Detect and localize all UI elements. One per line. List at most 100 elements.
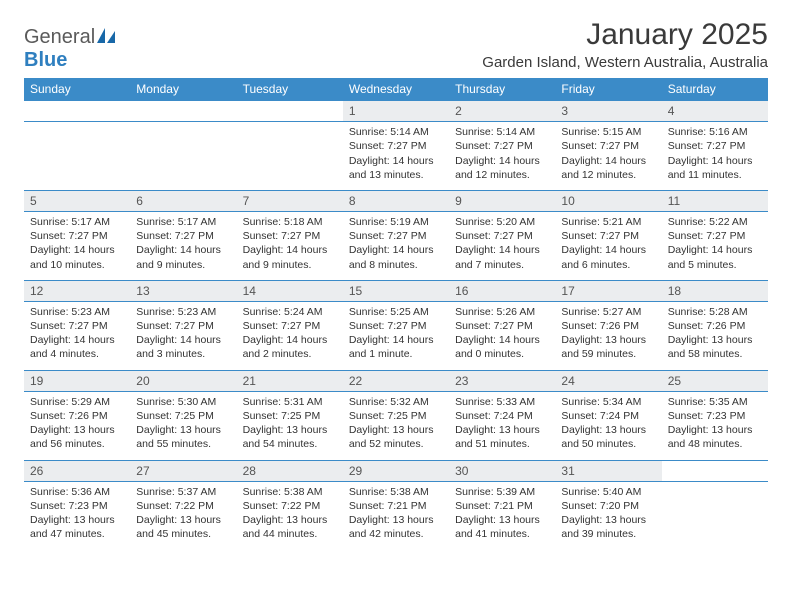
sunrise-line: Sunrise: 5:29 AM: [30, 395, 124, 409]
day-number-cell: [24, 101, 130, 122]
sunrise-line: Sunrise: 5:15 AM: [561, 125, 655, 139]
sunrise-line: Sunrise: 5:34 AM: [561, 395, 655, 409]
day-number-cell: [237, 101, 343, 122]
calendar-body: 1234Sunrise: 5:14 AMSunset: 7:27 PMDayli…: [24, 101, 768, 550]
sunset-line: Sunset: 7:27 PM: [243, 319, 337, 333]
day-number-cell: 9: [449, 190, 555, 211]
daylight-line: Daylight: 13 hours and 47 minutes.: [30, 513, 124, 541]
sunset-line: Sunset: 7:27 PM: [561, 229, 655, 243]
sunset-line: Sunset: 7:22 PM: [243, 499, 337, 513]
day-info-cell: Sunrise: 5:26 AMSunset: 7:27 PMDaylight:…: [449, 301, 555, 370]
day-header: Tuesday: [237, 78, 343, 101]
day-info-cell: Sunrise: 5:31 AMSunset: 7:25 PMDaylight:…: [237, 391, 343, 460]
day-number-cell: 6: [130, 190, 236, 211]
day-info-cell: Sunrise: 5:30 AMSunset: 7:25 PMDaylight:…: [130, 391, 236, 460]
day-info-cell: Sunrise: 5:16 AMSunset: 7:27 PMDaylight:…: [662, 122, 768, 191]
day-info-cell: Sunrise: 5:27 AMSunset: 7:26 PMDaylight:…: [555, 301, 661, 370]
sunset-line: Sunset: 7:21 PM: [455, 499, 549, 513]
daylight-line: Daylight: 13 hours and 59 minutes.: [561, 333, 655, 361]
sunset-line: Sunset: 7:26 PM: [561, 319, 655, 333]
sunrise-line: Sunrise: 5:24 AM: [243, 305, 337, 319]
sunset-line: Sunset: 7:21 PM: [349, 499, 443, 513]
day-info-row: Sunrise: 5:14 AMSunset: 7:27 PMDaylight:…: [24, 122, 768, 191]
day-header: Monday: [130, 78, 236, 101]
day-number-cell: 16: [449, 280, 555, 301]
sunrise-line: Sunrise: 5:23 AM: [136, 305, 230, 319]
day-number-cell: 3: [555, 101, 661, 122]
logo: General Blue: [24, 18, 117, 72]
sunset-line: Sunset: 7:26 PM: [30, 409, 124, 423]
sunset-line: Sunset: 7:27 PM: [30, 229, 124, 243]
day-info-cell: Sunrise: 5:37 AMSunset: 7:22 PMDaylight:…: [130, 481, 236, 549]
daylight-line: Daylight: 13 hours and 52 minutes.: [349, 423, 443, 451]
sunrise-line: Sunrise: 5:19 AM: [349, 215, 443, 229]
day-number-cell: 27: [130, 460, 236, 481]
day-info-cell: Sunrise: 5:38 AMSunset: 7:21 PMDaylight:…: [343, 481, 449, 549]
daylight-line: Daylight: 14 hours and 1 minute.: [349, 333, 443, 361]
sunset-line: Sunset: 7:27 PM: [349, 139, 443, 153]
sunrise-line: Sunrise: 5:21 AM: [561, 215, 655, 229]
day-info-cell: Sunrise: 5:32 AMSunset: 7:25 PMDaylight:…: [343, 391, 449, 460]
sunset-line: Sunset: 7:26 PM: [668, 319, 762, 333]
sunset-line: Sunset: 7:25 PM: [243, 409, 337, 423]
daylight-line: Daylight: 13 hours and 39 minutes.: [561, 513, 655, 541]
sunrise-line: Sunrise: 5:33 AM: [455, 395, 549, 409]
day-number-cell: 15: [343, 280, 449, 301]
daylight-line: Daylight: 13 hours and 50 minutes.: [561, 423, 655, 451]
daylight-line: Daylight: 13 hours and 56 minutes.: [30, 423, 124, 451]
daylight-line: Daylight: 14 hours and 12 minutes.: [561, 154, 655, 182]
day-number-cell: 21: [237, 370, 343, 391]
sunrise-line: Sunrise: 5:17 AM: [136, 215, 230, 229]
day-info-cell: Sunrise: 5:17 AMSunset: 7:27 PMDaylight:…: [24, 212, 130, 281]
day-number-cell: 2: [449, 101, 555, 122]
day-number-cell: 7: [237, 190, 343, 211]
sunset-line: Sunset: 7:27 PM: [455, 319, 549, 333]
sunrise-line: Sunrise: 5:25 AM: [349, 305, 443, 319]
day-number-cell: 30: [449, 460, 555, 481]
title-block: January 2025 Garden Island, Western Aust…: [482, 18, 768, 71]
day-number-cell: 18: [662, 280, 768, 301]
day-info-cell: Sunrise: 5:36 AMSunset: 7:23 PMDaylight:…: [24, 481, 130, 549]
day-info-cell: [662, 481, 768, 549]
sunrise-line: Sunrise: 5:26 AM: [455, 305, 549, 319]
day-number-cell: 5: [24, 190, 130, 211]
daylight-line: Daylight: 13 hours and 51 minutes.: [455, 423, 549, 451]
sunrise-line: Sunrise: 5:23 AM: [30, 305, 124, 319]
daylight-line: Daylight: 14 hours and 13 minutes.: [349, 154, 443, 182]
day-info-row: Sunrise: 5:29 AMSunset: 7:26 PMDaylight:…: [24, 391, 768, 460]
sunrise-line: Sunrise: 5:28 AM: [668, 305, 762, 319]
sunset-line: Sunset: 7:27 PM: [349, 319, 443, 333]
day-number-row: 567891011: [24, 190, 768, 211]
sunset-line: Sunset: 7:22 PM: [136, 499, 230, 513]
day-number-cell: [130, 101, 236, 122]
sunset-line: Sunset: 7:24 PM: [561, 409, 655, 423]
day-info-row: Sunrise: 5:36 AMSunset: 7:23 PMDaylight:…: [24, 481, 768, 549]
day-info-cell: Sunrise: 5:34 AMSunset: 7:24 PMDaylight:…: [555, 391, 661, 460]
header: General Blue January 2025 Garden Island,…: [24, 18, 768, 72]
day-number-cell: 26: [24, 460, 130, 481]
sunset-line: Sunset: 7:27 PM: [136, 319, 230, 333]
day-info-cell: [237, 122, 343, 191]
day-info-cell: Sunrise: 5:19 AMSunset: 7:27 PMDaylight:…: [343, 212, 449, 281]
calendar-page: General Blue January 2025 Garden Island,…: [0, 0, 792, 567]
day-info-cell: Sunrise: 5:23 AMSunset: 7:27 PMDaylight:…: [130, 301, 236, 370]
sunset-line: Sunset: 7:27 PM: [455, 229, 549, 243]
day-number-cell: 12: [24, 280, 130, 301]
day-info-cell: Sunrise: 5:33 AMSunset: 7:24 PMDaylight:…: [449, 391, 555, 460]
daylight-line: Daylight: 13 hours and 54 minutes.: [243, 423, 337, 451]
daylight-line: Daylight: 14 hours and 4 minutes.: [30, 333, 124, 361]
day-number-cell: 4: [662, 101, 768, 122]
sunrise-line: Sunrise: 5:32 AM: [349, 395, 443, 409]
sunrise-line: Sunrise: 5:35 AM: [668, 395, 762, 409]
day-info-cell: Sunrise: 5:22 AMSunset: 7:27 PMDaylight:…: [662, 212, 768, 281]
logo-text-general: General: [24, 26, 95, 48]
sunset-line: Sunset: 7:27 PM: [349, 229, 443, 243]
sunrise-line: Sunrise: 5:14 AM: [455, 125, 549, 139]
sunset-line: Sunset: 7:27 PM: [561, 139, 655, 153]
day-header: Friday: [555, 78, 661, 101]
daylight-line: Daylight: 14 hours and 9 minutes.: [243, 243, 337, 271]
day-info-cell: Sunrise: 5:25 AMSunset: 7:27 PMDaylight:…: [343, 301, 449, 370]
sunrise-line: Sunrise: 5:17 AM: [30, 215, 124, 229]
day-number-cell: 29: [343, 460, 449, 481]
daylight-line: Daylight: 14 hours and 7 minutes.: [455, 243, 549, 271]
